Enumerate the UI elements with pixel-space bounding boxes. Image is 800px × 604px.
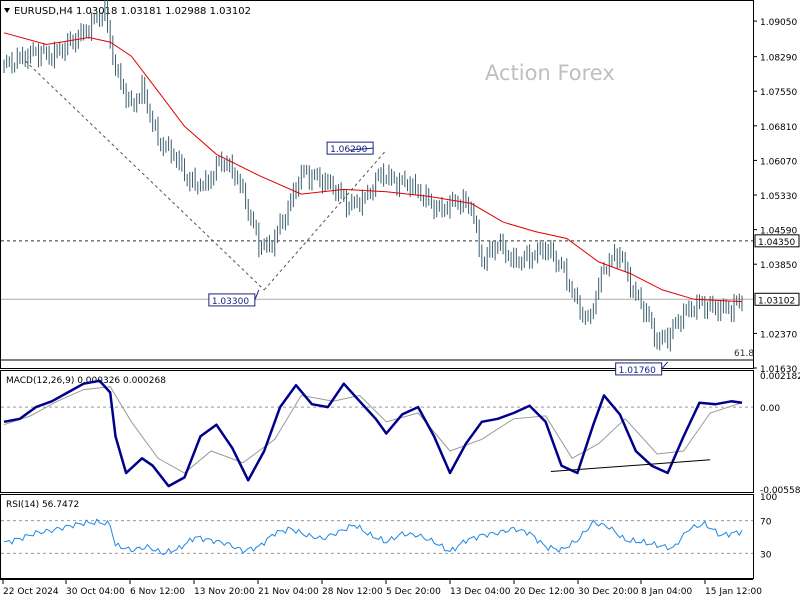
watermark: Action Forex (485, 61, 615, 85)
time-tick-label: 13 Nov 20:00 (194, 587, 255, 597)
macd-pane: MACD(12,26,9) 0.000326 0.000268 0.002182 0… (1, 372, 800, 496)
time-tick-label: 30 Oct 04:00 (66, 587, 125, 597)
time-tick-label: 20 Dec 12:00 (514, 587, 575, 597)
price-label-leader (254, 289, 260, 301)
time-tick-label: 6 Nov 12:00 (130, 587, 185, 597)
chevron-down-icon[interactable] (4, 8, 10, 13)
price-tick-label: 1.02370 (760, 330, 797, 340)
price-tick-label: 1.08290 (760, 54, 797, 64)
rsi-tick-label: 100 (760, 493, 777, 503)
level-price-label: 1.03102 (758, 296, 795, 306)
price-tick-label: 1.07550 (760, 88, 797, 98)
price-tick-label: 1.09050 (760, 18, 797, 28)
macd-signal-line (3, 386, 743, 474)
macd-tick-label: 0.002182 (760, 372, 800, 382)
price-tick-label: 1.01630 (760, 365, 797, 375)
fib-level-label: 61.8 (734, 349, 754, 359)
rsi-pane: RSI(14) 56.7472 100 70 30 (1, 493, 777, 560)
rsi-pane-frame (0, 494, 754, 579)
time-tick-label: 15 Jan 12:00 (705, 587, 762, 597)
macd-title: MACD(12,26,9) 0.000326 0.000268 (6, 376, 166, 386)
ohlc-values: 1.03018 1.03181 1.02988 1.03102 (76, 6, 251, 17)
price-tick-label: 1.06810 (760, 123, 797, 133)
macd-tick-label: -0.005584 (760, 486, 800, 496)
price-tick-label: 1.04590 (760, 227, 797, 237)
price-tick-label: 1.03850 (760, 261, 797, 271)
moving-average-line (3, 32, 743, 303)
time-tick-label: 30 Dec 20:00 (578, 587, 639, 597)
time-axis: 22 Oct 2024 30 Oct 04:00 6 Nov 12:00 13 Nov… (2, 580, 762, 597)
time-tick-label: 28 Nov 12:00 (322, 587, 383, 597)
macd-divergence-line (550, 459, 711, 473)
price-tick-label: 1.05330 (760, 192, 797, 202)
time-tick-label: 8 Jan 04:00 (641, 587, 693, 597)
level-price-box (754, 292, 800, 306)
price-label: 1.03300 (212, 297, 249, 307)
rsi-tick-label: 70 (760, 518, 772, 528)
price-label-leader (661, 361, 669, 370)
time-tick-label: 22 Oct 2024 (3, 587, 59, 597)
time-tick-label: 5 Dec 20:00 (386, 587, 441, 597)
time-tick-label: 13 Dec 04:00 (450, 587, 511, 597)
price-label: 1.01760 (619, 366, 656, 376)
level-price-label: 1.04350 (758, 238, 795, 248)
price-label: 1.06290 (330, 145, 367, 155)
rsi-title: RSI(14) 56.7472 (6, 500, 79, 510)
macd-main-line (3, 379, 743, 488)
rsi-tick-label: 30 (760, 550, 772, 560)
price-label-leader (349, 147, 374, 151)
price-tick-label: 1.06070 (760, 157, 797, 167)
macd-pane-frame (0, 370, 754, 493)
rsi-line (3, 518, 743, 556)
trend-line (263, 149, 387, 291)
level-price-box (754, 234, 800, 248)
price-pane: 1.09050 1.08290 1.07550 1.06810 1.06070 1.053… (1, 0, 800, 376)
price-pane-frame (0, 0, 754, 369)
trend-line (24, 60, 265, 291)
macd-tick-label: 0.00 (760, 404, 780, 414)
time-tick-label: 21 Nov 04:00 (258, 587, 319, 597)
symbol-label: EURUSD,H4 (14, 6, 73, 17)
